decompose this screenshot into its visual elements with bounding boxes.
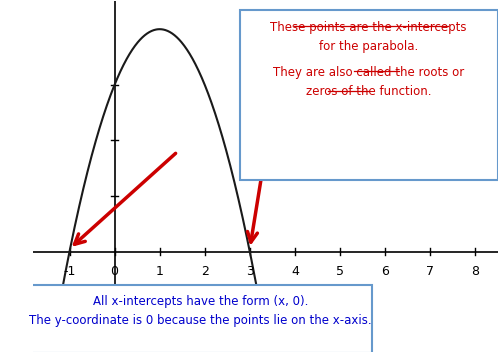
Text: 8: 8 (471, 265, 479, 279)
Text: 5: 5 (336, 265, 344, 279)
Text: 6: 6 (381, 265, 389, 279)
Text: -1: -1 (63, 265, 76, 279)
Text: The y-coordinate is 0 because the points lie on the x-axis.: The y-coordinate is 0 because the points… (29, 314, 372, 327)
Text: They are also called the roots or: They are also called the roots or (273, 66, 464, 79)
Text: 2: 2 (201, 265, 209, 279)
Text: zeros of the function.: zeros of the function. (306, 85, 431, 98)
Text: 0: 0 (111, 265, 119, 279)
Text: 4: 4 (291, 265, 299, 279)
Text: for the parabola.: for the parabola. (319, 40, 418, 53)
Text: 7: 7 (426, 265, 434, 279)
FancyBboxPatch shape (31, 285, 372, 353)
Text: These points are the x-intercepts: These points are the x-intercepts (270, 21, 467, 34)
FancyBboxPatch shape (240, 10, 498, 180)
Text: All x-intercepts have the form (x, 0).: All x-intercepts have the form (x, 0). (93, 294, 308, 307)
Text: 3: 3 (246, 265, 253, 279)
Text: 1: 1 (156, 265, 164, 279)
